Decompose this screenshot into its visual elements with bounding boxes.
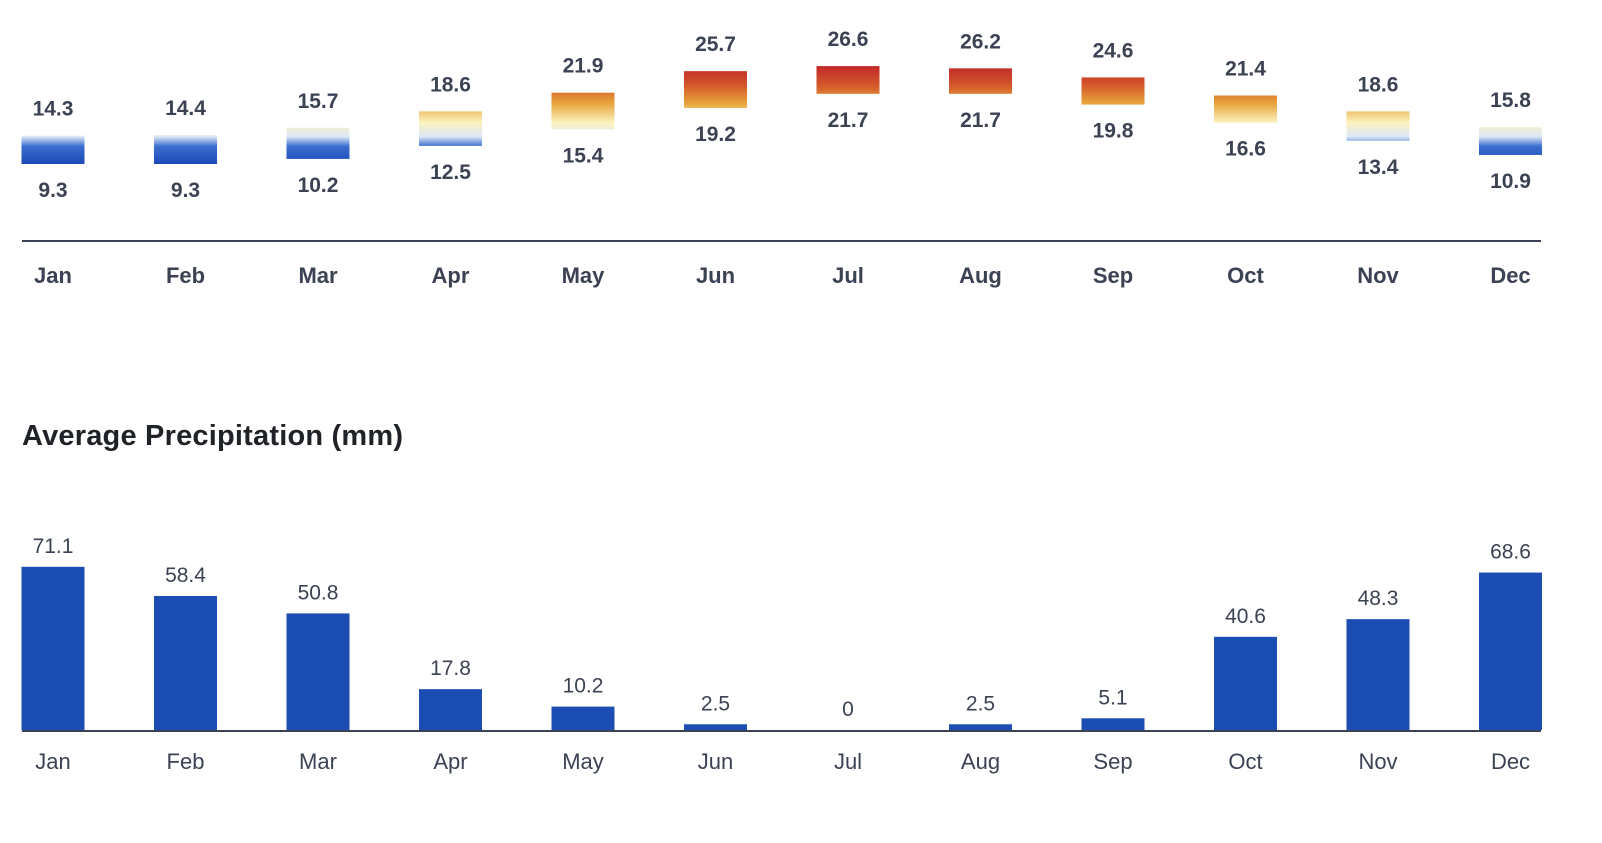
temp-range-bar [816, 66, 880, 94]
temp-high-label: 26.6 [828, 28, 869, 51]
precip-bar [154, 595, 217, 730]
precip-value-label: 50.8 [298, 581, 339, 604]
precip-month-label: Sep [1093, 749, 1132, 774]
precip-bar [551, 706, 615, 730]
precip-value-label: 40.6 [1225, 605, 1266, 628]
precip-month-label: Feb [167, 749, 205, 774]
temp-range-bar [551, 92, 615, 130]
precip-value-label: 2.5 [966, 692, 995, 715]
precip-value-label: 10.2 [563, 675, 604, 698]
precip-value-label: 71.1 [33, 535, 74, 558]
temp-low-label: 10.2 [298, 174, 339, 197]
temperature-bars [21, 66, 1542, 164]
temp-range-bar [21, 135, 85, 164]
temperature-chart: 14.3 9.3 14.4 9.3 15.7 10.2 18.6 12.5 21.9 15.4 25… [21, 28, 1542, 288]
temp-month-label: Mar [298, 263, 338, 288]
temp-low-label: 9.3 [38, 179, 67, 202]
temp-low-label: 13.4 [1358, 156, 1399, 179]
precip-bar [684, 724, 747, 730]
temp-low-label: 9.3 [171, 179, 200, 202]
precip-bar [286, 613, 350, 730]
temperature-labels: 14.3 9.3 14.4 9.3 15.7 10.2 18.6 12.5 21.9 15.4 25… [33, 28, 1532, 202]
precipitation-bars [21, 566, 1542, 730]
precip-value-label: 5.1 [1098, 686, 1127, 709]
temp-month-label: Aug [959, 263, 1002, 288]
temp-low-label: 21.7 [828, 109, 869, 132]
precip-month-label: Jul [834, 749, 862, 774]
temp-low-label: 10.9 [1490, 170, 1531, 193]
precip-bar [1081, 718, 1145, 730]
precip-bar [1214, 636, 1277, 730]
temp-high-label: 26.2 [960, 30, 1001, 53]
temp-high-label: 21.4 [1225, 58, 1266, 81]
temp-month-label: Jan [34, 263, 72, 288]
precip-month-label: Mar [299, 749, 337, 774]
precip-bar [21, 566, 85, 730]
precip-value-label: 0 [842, 698, 854, 721]
temp-high-label: 25.7 [695, 33, 736, 56]
precip-month-label: Dec [1491, 749, 1530, 774]
precip-month-label: May [562, 749, 604, 774]
temp-high-label: 14.4 [165, 97, 206, 120]
precip-value-label: 58.4 [165, 564, 206, 587]
temp-low-label: 21.7 [960, 109, 1001, 132]
precip-month-label: Aug [961, 749, 1000, 774]
temp-high-label: 15.7 [298, 90, 339, 113]
temp-range-bar [1346, 111, 1410, 141]
temp-range-bar [949, 68, 1012, 94]
temp-month-label: Jul [832, 263, 864, 288]
precip-bar [419, 689, 482, 730]
temp-month-label: Oct [1227, 263, 1264, 288]
precip-bar [1346, 619, 1410, 730]
temp-low-label: 19.8 [1093, 120, 1134, 143]
temp-high-label: 14.3 [33, 98, 74, 121]
temp-high-label: 18.6 [1358, 73, 1399, 96]
temp-low-label: 16.6 [1225, 138, 1266, 161]
precip-value-label: 48.3 [1358, 587, 1399, 610]
temp-range-bar [154, 135, 217, 164]
temp-low-label: 15.4 [563, 144, 604, 167]
precipitation-month-labels: Jan Feb Mar Apr May Jun Jul Aug Sep Oct Nov Dec [35, 749, 1530, 774]
temp-range-bar [1081, 77, 1145, 105]
temp-range-bar [1214, 95, 1277, 123]
precipitation-title: Average Precipitation (mm) [22, 420, 404, 452]
precip-value-label: 68.6 [1490, 541, 1531, 564]
temp-high-label: 18.6 [430, 73, 471, 96]
temp-month-label: Sep [1093, 263, 1133, 288]
precipitation-value-labels: 71.1 58.4 50.8 17.8 10.2 2.5 0 2.5 5.1 40.6 48.3 68… [33, 535, 1531, 721]
temperature-month-labels: Jan Feb Mar Apr May Jun Jul Aug Sep Oct Nov Dec [34, 263, 1531, 288]
precip-month-label: Apr [433, 749, 467, 774]
temp-month-label: Dec [1490, 263, 1530, 288]
temp-low-label: 12.5 [430, 161, 471, 184]
precip-bar [949, 724, 1012, 730]
precip-month-label: Jun [698, 749, 733, 774]
temp-range-bar [419, 111, 482, 146]
temp-month-label: Feb [166, 263, 205, 288]
temp-month-label: Nov [1357, 263, 1399, 288]
temp-month-label: May [562, 263, 606, 288]
precip-bar [1479, 572, 1542, 730]
temp-month-label: Apr [432, 263, 470, 288]
precip-month-label: Oct [1228, 749, 1262, 774]
temp-range-bar [286, 127, 350, 159]
precip-month-label: Jan [35, 749, 70, 774]
precip-value-label: 17.8 [430, 657, 471, 680]
temp-range-bar [684, 71, 747, 108]
temp-high-label: 21.9 [563, 55, 604, 78]
temp-high-label: 24.6 [1093, 39, 1134, 62]
temp-low-label: 19.2 [695, 123, 736, 146]
precip-value-label: 2.5 [701, 692, 730, 715]
temp-high-label: 15.8 [1490, 89, 1531, 112]
temp-month-label: Jun [696, 263, 735, 288]
temp-range-bar [1479, 127, 1542, 155]
precip-month-label: Nov [1358, 749, 1397, 774]
